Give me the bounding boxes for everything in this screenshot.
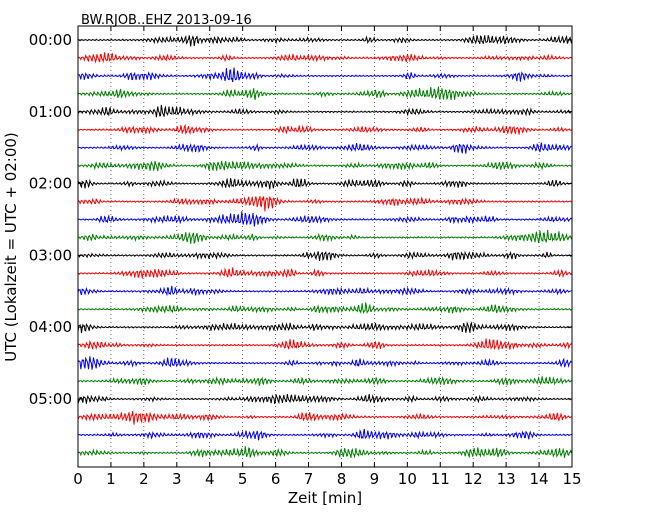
traces xyxy=(77,34,572,459)
x-tick-label: 6 xyxy=(271,470,281,488)
trace-line xyxy=(77,229,572,245)
x-tick-label: 0 xyxy=(73,470,83,488)
trace-line xyxy=(77,356,572,370)
trace-line xyxy=(77,178,572,190)
x-tick-label: 1 xyxy=(106,470,116,488)
x-tick-label: 9 xyxy=(370,470,380,488)
x-tick-label: 10 xyxy=(398,470,417,488)
x-axis-label: Zeit [min] xyxy=(288,489,362,507)
trace-line xyxy=(77,86,572,101)
trace-line xyxy=(77,375,572,387)
x-tick-label: 13 xyxy=(497,470,516,488)
y-axis-label: UTC (Lokalzeit = UTC + 02:00) xyxy=(2,132,20,362)
x-tick-label: 2 xyxy=(139,470,149,488)
x-tick-label: 14 xyxy=(530,470,549,488)
y-axis: 00:00 01:00 02:00 03:00 04:00 05:00 xyxy=(29,31,572,408)
trace-line xyxy=(77,302,572,315)
trace-line xyxy=(77,211,572,227)
x-axis: 0 1 2 3 4 5 6 7 8 9 10 11 12 13 14 15 xyxy=(73,26,582,488)
trace-line xyxy=(77,123,572,136)
x-tick-label: 15 xyxy=(562,470,581,488)
x-tick-label: 5 xyxy=(238,470,248,488)
x-tick-label: 12 xyxy=(464,470,483,488)
x-tick-label: 8 xyxy=(337,470,347,488)
trace-line xyxy=(77,52,572,64)
trace-line xyxy=(77,321,572,334)
x-tick-label: 3 xyxy=(172,470,182,488)
trace-line xyxy=(77,267,572,279)
y-tick-label: 03:00 xyxy=(29,246,72,264)
trace-line xyxy=(77,446,572,459)
trace-line xyxy=(77,410,572,425)
trace-line xyxy=(77,67,572,83)
trace-line xyxy=(77,142,572,154)
trace-line xyxy=(77,338,572,351)
trace-line xyxy=(77,250,572,262)
trace-line xyxy=(77,428,572,441)
trace-line xyxy=(77,285,572,297)
x-tick-label: 4 xyxy=(205,470,215,488)
trace-line xyxy=(77,393,572,405)
x-tick-label: 11 xyxy=(431,470,450,488)
y-tick-label: 00:00 xyxy=(29,31,72,49)
y-tick-label: 04:00 xyxy=(29,318,72,336)
trace-line xyxy=(77,196,572,212)
y-tick-label: 01:00 xyxy=(29,103,72,121)
trace-line xyxy=(77,160,572,172)
chart-title: BW.RJOB..EHZ 2013-09-16 xyxy=(81,13,252,28)
trace-line xyxy=(77,104,572,118)
y-tick-label: 02:00 xyxy=(29,175,72,193)
y-tick-label: 05:00 xyxy=(29,390,72,408)
trace-line xyxy=(77,34,572,47)
x-tick-label: 7 xyxy=(304,470,314,488)
plot-frame xyxy=(77,25,573,468)
grid-lines xyxy=(110,26,540,467)
